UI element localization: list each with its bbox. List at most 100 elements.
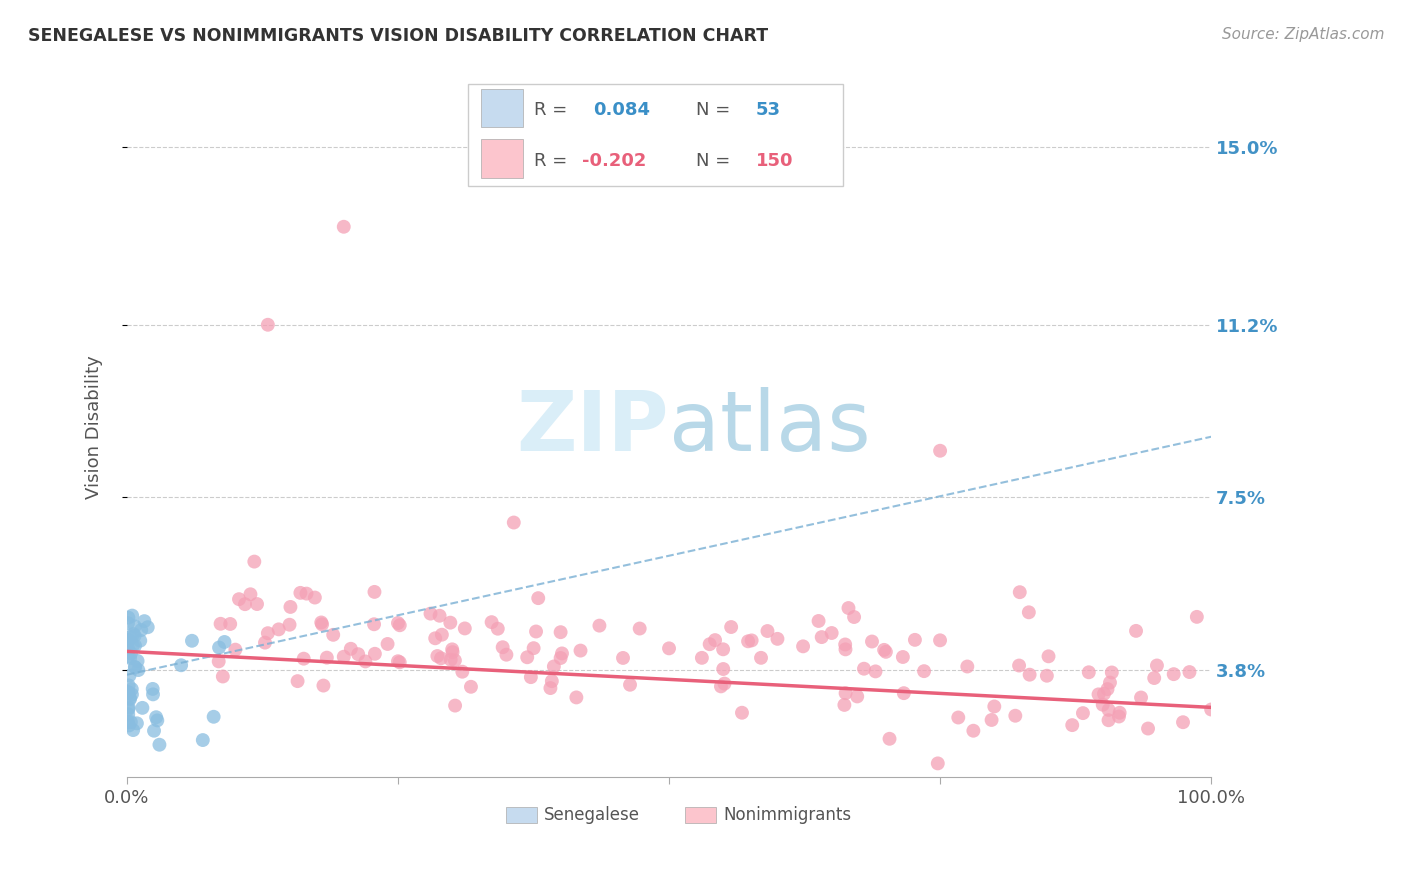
- Point: [444, 698, 467, 713]
- Point: [1092, 687, 1115, 701]
- Point: [711, 662, 734, 676]
- Point: [929, 633, 952, 648]
- Point: [208, 640, 231, 655]
- Point: [287, 674, 309, 689]
- Point: [131, 701, 153, 715]
- Point: [807, 614, 830, 628]
- Point: [354, 655, 377, 669]
- Point: [713, 676, 735, 690]
- Point: [956, 659, 979, 673]
- Point: [219, 617, 242, 632]
- Point: [304, 591, 326, 605]
- Point: [912, 664, 935, 678]
- Point: [124, 619, 146, 633]
- Point: [1097, 703, 1119, 717]
- Point: [492, 640, 515, 655]
- Point: [704, 633, 727, 648]
- Point: [290, 586, 312, 600]
- FancyBboxPatch shape: [481, 139, 523, 178]
- Point: [267, 623, 290, 637]
- Point: [699, 637, 721, 651]
- FancyBboxPatch shape: [506, 807, 537, 823]
- Point: [315, 650, 337, 665]
- Point: [1008, 658, 1031, 673]
- Point: [388, 618, 411, 632]
- Point: [118, 668, 141, 682]
- Point: [1101, 665, 1123, 680]
- Point: [1108, 709, 1130, 723]
- Point: [821, 626, 844, 640]
- Point: [295, 586, 318, 600]
- Point: [565, 690, 588, 705]
- Point: [311, 617, 333, 632]
- Point: [551, 647, 574, 661]
- Point: [460, 680, 482, 694]
- Point: [792, 640, 814, 654]
- Point: [1098, 675, 1121, 690]
- Text: 150: 150: [756, 152, 793, 169]
- Point: [569, 643, 592, 657]
- Point: [741, 633, 763, 648]
- Point: [853, 662, 876, 676]
- Point: [834, 686, 856, 700]
- Point: [1097, 713, 1119, 727]
- Point: [332, 219, 354, 234]
- Point: [929, 443, 952, 458]
- Text: -0.202: -0.202: [582, 152, 647, 169]
- Text: ZIP: ZIP: [516, 387, 669, 468]
- Point: [927, 756, 949, 771]
- Point: [117, 641, 139, 656]
- Point: [129, 623, 152, 637]
- Point: [1185, 610, 1208, 624]
- Point: [181, 633, 204, 648]
- Point: [865, 665, 887, 679]
- Point: [117, 649, 139, 664]
- Point: [495, 648, 517, 662]
- Point: [441, 642, 464, 657]
- Point: [690, 650, 713, 665]
- Point: [122, 627, 145, 641]
- Point: [117, 686, 139, 700]
- Point: [170, 658, 193, 673]
- Point: [388, 655, 411, 669]
- Point: [1071, 706, 1094, 720]
- Point: [516, 650, 538, 665]
- Point: [1004, 708, 1026, 723]
- Point: [486, 622, 509, 636]
- Point: [117, 702, 139, 716]
- FancyBboxPatch shape: [481, 88, 523, 127]
- Point: [1143, 671, 1166, 685]
- Point: [1146, 658, 1168, 673]
- Point: [211, 669, 233, 683]
- Text: SENEGALESE VS NONIMMIGRANTS VISION DISABILITY CORRELATION CHART: SENEGALESE VS NONIMMIGRANTS VISION DISAB…: [28, 27, 768, 45]
- Point: [440, 653, 463, 667]
- Point: [1130, 690, 1153, 705]
- Point: [1171, 715, 1194, 730]
- Point: [1125, 624, 1147, 638]
- Point: [124, 629, 146, 643]
- Point: [430, 628, 453, 642]
- Point: [228, 592, 250, 607]
- Point: [879, 731, 901, 746]
- Point: [1038, 649, 1060, 664]
- Text: N =: N =: [696, 152, 730, 169]
- Point: [127, 654, 149, 668]
- Point: [124, 660, 146, 674]
- Point: [1137, 722, 1160, 736]
- Point: [209, 616, 232, 631]
- Point: [1087, 687, 1109, 701]
- Point: [118, 700, 141, 714]
- Point: [419, 607, 441, 621]
- Point: [1036, 669, 1059, 683]
- Point: [1008, 585, 1031, 599]
- Text: N =: N =: [696, 101, 730, 119]
- Point: [312, 679, 335, 693]
- Point: [117, 633, 139, 648]
- Point: [875, 645, 897, 659]
- Point: [1018, 605, 1040, 619]
- Point: [846, 690, 869, 704]
- Point: [145, 710, 167, 724]
- Point: [720, 620, 742, 634]
- Point: [766, 632, 789, 646]
- Point: [543, 659, 565, 673]
